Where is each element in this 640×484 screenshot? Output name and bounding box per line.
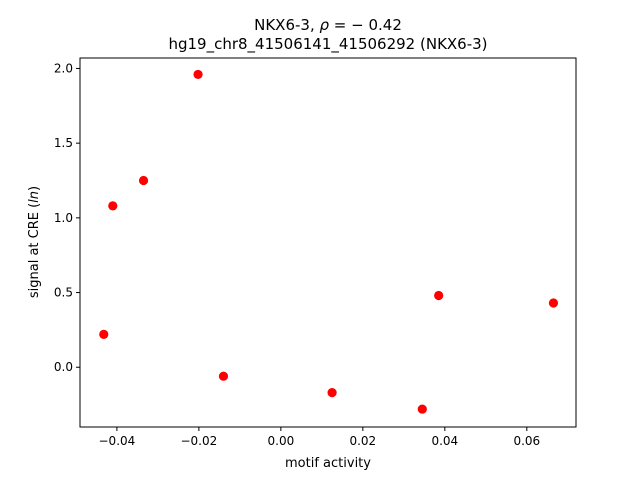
data-point (99, 329, 109, 339)
x-tick-label: 0.02 (349, 434, 376, 448)
data-point (193, 69, 203, 80)
x-tick-label: 0.00 (268, 434, 295, 448)
data-point (434, 290, 444, 301)
y-tick-label: 1.5 (54, 136, 73, 150)
x-axis-label: motif activity (285, 456, 371, 471)
data-point (108, 201, 118, 211)
y-tick-label: 0.0 (54, 360, 73, 374)
data-point (548, 298, 559, 308)
y-axis: 0.0 0.5 1.0 1.5 2.0 (54, 61, 80, 374)
plot-area (79, 57, 577, 428)
plot-frame (79, 57, 577, 428)
data-point (218, 371, 229, 381)
data-point (327, 388, 337, 398)
x-tick-label: −0.02 (180, 434, 217, 448)
y-tick-label: 1.0 (54, 211, 73, 225)
y-tick-label: 2.0 (54, 61, 73, 75)
chart-title-line1: NKX6-3, ρ = − 0.42 (254, 16, 402, 34)
x-tick-label: 0.04 (431, 434, 458, 448)
y-axis-label: signal at CRE (ln) (27, 186, 42, 298)
x-tick-label: −0.04 (99, 434, 136, 448)
x-tick-label: 0.06 (513, 434, 540, 448)
data-points (99, 69, 559, 414)
data-point (417, 404, 427, 414)
data-point (138, 175, 149, 186)
y-tick-label: 0.5 (54, 286, 73, 300)
chart-title-line2: hg19_chr8_41506141_41506292 (NKX6-3) (168, 35, 487, 54)
x-axis: −0.04 −0.02 0.00 0.02 0.04 0.06 (99, 427, 540, 448)
